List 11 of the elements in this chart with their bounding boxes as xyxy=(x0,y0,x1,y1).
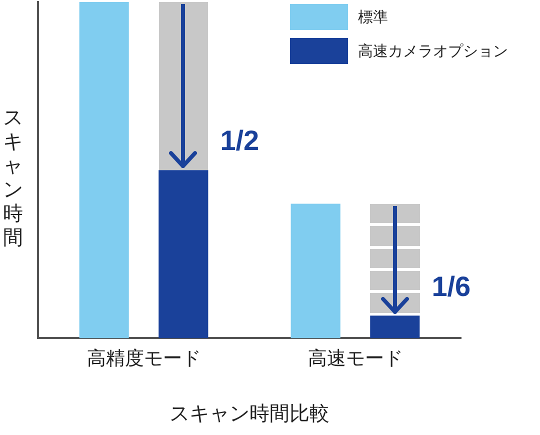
x-axis-title: スキャン時間比較 xyxy=(170,401,330,426)
x-tick-label: 高精度モード xyxy=(86,348,201,370)
legend-label: 標準 xyxy=(358,8,388,26)
bar xyxy=(290,204,340,338)
bar xyxy=(370,316,420,338)
x-tick-label: 高速モード xyxy=(308,348,403,370)
y-axis-title: スキャン時間 xyxy=(2,105,24,249)
annotation: 1/2 xyxy=(220,125,260,158)
legend-label: 高速カメラオプション xyxy=(358,42,508,60)
bar xyxy=(79,2,129,338)
annotation: 1/6 xyxy=(432,270,471,303)
